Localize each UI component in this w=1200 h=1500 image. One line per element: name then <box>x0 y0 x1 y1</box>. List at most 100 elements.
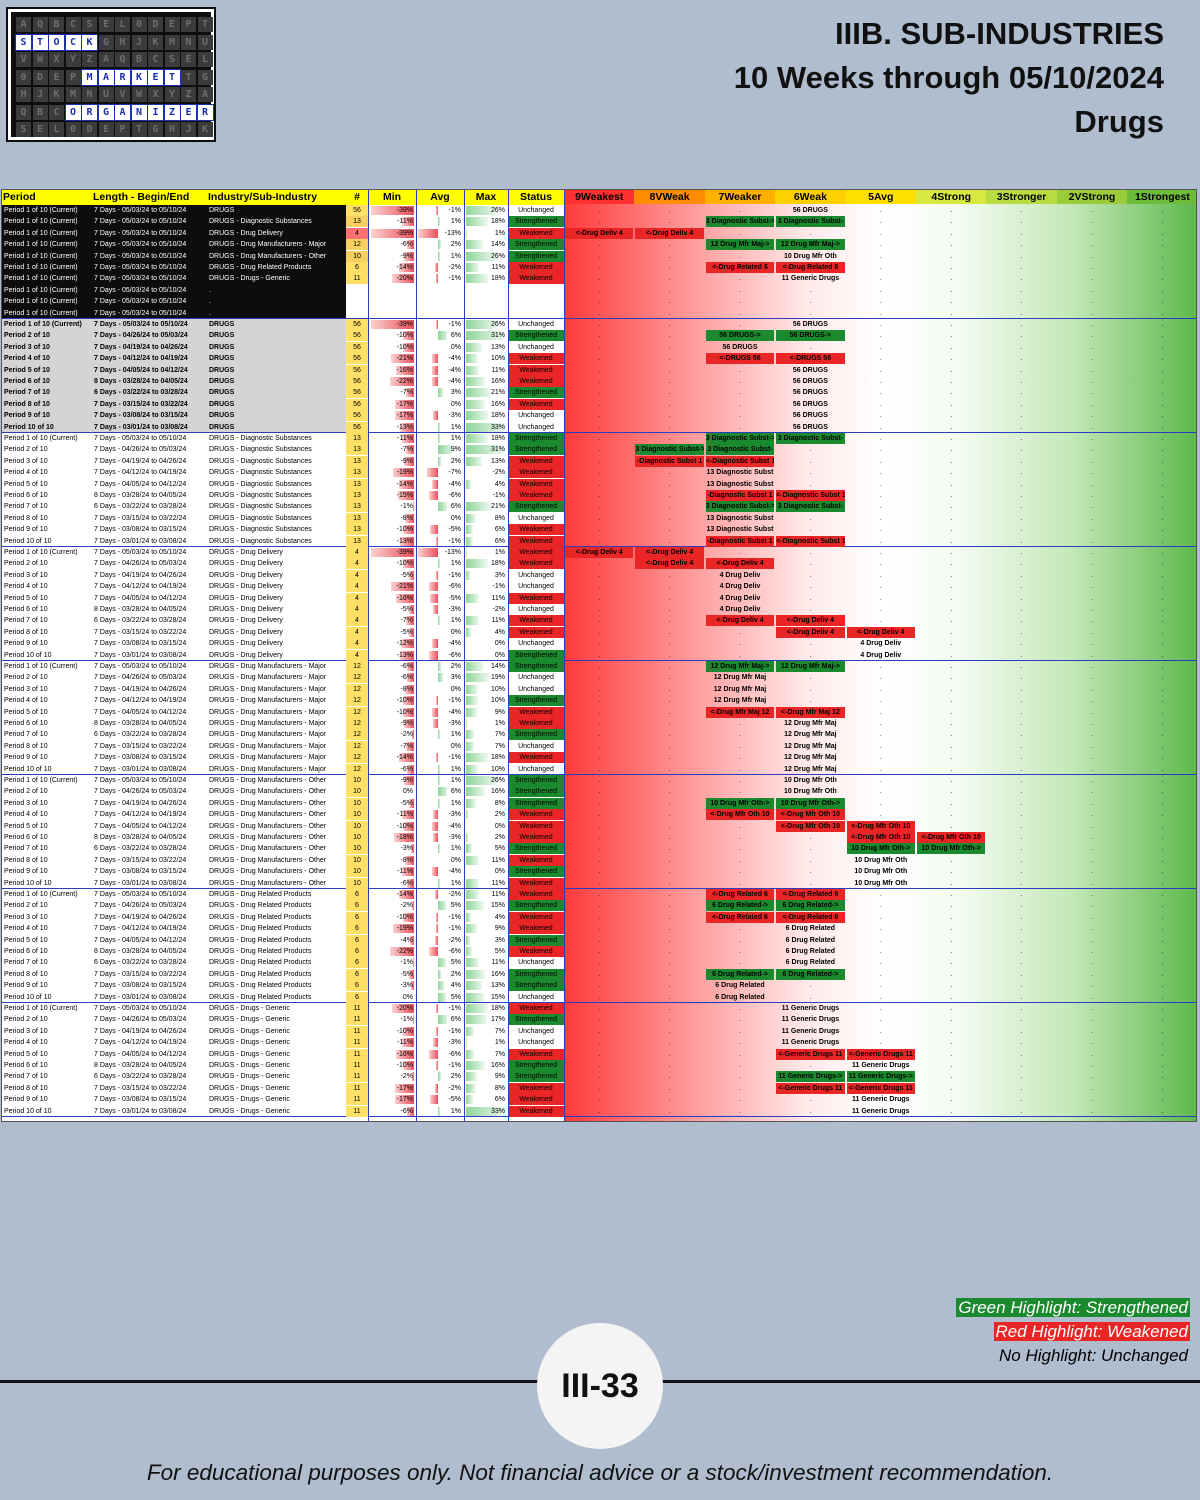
count-cell: 12 <box>346 706 368 718</box>
table-row: Period 10 of 10 7 Days - 03/01/24 to 03/0… <box>2 535 1196 547</box>
band-dot: . <box>950 389 953 397</box>
min-bar <box>407 764 414 774</box>
length-cell: 7 Days - 04/19/24 to 04/26/24 <box>94 1027 187 1035</box>
min-cell: -9% <box>400 252 413 260</box>
status-cell: Unchanged <box>518 583 554 591</box>
min-bar <box>403 331 414 341</box>
band-dot: . <box>598 503 601 511</box>
period-cell: Period 5 of 10 <box>4 936 48 944</box>
band-dot: . <box>1161 651 1164 659</box>
max-cell: 7% <box>494 742 505 750</box>
band-label: <-Drug Mfr Oth 10 <box>776 820 845 832</box>
max-cell: 31% <box>490 332 505 340</box>
max-cell: 9% <box>494 708 505 716</box>
band-dot: . <box>1020 993 1023 1001</box>
avg-bar <box>431 639 438 649</box>
band-dot: . <box>879 617 882 625</box>
history-block-bg <box>2 319 346 433</box>
status-cell: Weakened <box>508 273 564 285</box>
band-dot: . <box>1161 1050 1164 1058</box>
industry-cell: DRUGS - Diagnostic Substances <box>209 469 312 477</box>
avg-bar <box>436 570 438 580</box>
band-dot: . <box>598 936 601 944</box>
table-row: Period 10 of 10 7 Days - 03/01/24 to 03/0… <box>2 877 1196 889</box>
band-dot: . <box>668 1107 671 1115</box>
length-cell: 7 Days - 03/08/24 to 03/15/24 <box>94 754 187 762</box>
avg-bar <box>430 1095 438 1105</box>
table-row: Period 2 of 10 7 Days - 04/26/24 to 05/03… <box>2 558 1196 570</box>
band-dot: . <box>598 1073 601 1081</box>
band-dot: . <box>739 936 741 944</box>
band-dot: . <box>739 731 741 739</box>
max-bar <box>466 696 479 706</box>
min-bar <box>406 388 414 398</box>
legend: Green Highlight: Strengthened Red Highli… <box>956 1296 1190 1368</box>
count-cell: 10 <box>346 832 368 843</box>
column-header: 2VStrong <box>1056 190 1128 204</box>
status-cell: Weakened <box>508 923 564 935</box>
status-cell: Strengthened <box>508 1060 564 1071</box>
band-dot: . <box>1091 651 1093 659</box>
band-dot: . <box>950 1084 953 1092</box>
count-cell: 4 <box>346 615 368 627</box>
table-row: Period 9 of 10 7 Days - 03/08/24 to 03/15… <box>2 638 1196 650</box>
band-dot: . <box>950 754 953 762</box>
band-dot: . <box>739 378 741 385</box>
band-dot: . <box>598 537 601 545</box>
industry-cell: . <box>209 298 211 306</box>
min-bar <box>401 217 414 227</box>
band-dot: . <box>598 264 601 271</box>
industry-cell: DRUGS - Drug Related Products <box>209 959 312 967</box>
band-dot: . <box>1161 685 1164 693</box>
min-bar <box>411 730 414 740</box>
industry-cell: DRUGS - Drug Delivery <box>209 549 283 556</box>
max-bar <box>466 445 504 455</box>
avg-bar <box>431 377 438 386</box>
band-dot: . <box>879 241 882 249</box>
max-cell: 5% <box>494 948 505 955</box>
band-dot: . <box>879 514 882 522</box>
band-dot: . <box>1161 628 1164 636</box>
column-header: 5Avg <box>845 190 916 204</box>
logo-filler: L <box>49 122 64 137</box>
min-cell: -10% <box>396 913 413 921</box>
band-dot: . <box>668 799 671 807</box>
industry-cell: DRUGS - Drug Delivery <box>209 617 283 625</box>
band-label: <-Drug Mfr Oth 10 <box>776 809 845 821</box>
min-cell: -19% <box>396 469 413 477</box>
band-dot: . <box>1161 1027 1164 1035</box>
band-dot: . <box>1091 1062 1093 1069</box>
avg-cell <box>416 308 461 319</box>
band-dot: . <box>1091 400 1093 408</box>
industry-cell: DRUGS <box>209 400 235 408</box>
band-dot: . <box>1091 469 1093 477</box>
avg-bar <box>438 1072 442 1082</box>
header-yellow-bg <box>2 190 564 205</box>
max-cell: 18% <box>490 218 505 226</box>
band-dot: . <box>1161 982 1164 990</box>
length-cell: 7 Days - 04/05/24 to 04/12/24 <box>94 480 187 488</box>
period-cell: Period 1 of 10 (Current) <box>4 891 78 898</box>
min-bar <box>404 251 414 261</box>
band-dot: . <box>598 378 601 385</box>
length-cell: 7 Days - 03/15/24 to 03/22/24 <box>94 400 188 408</box>
status-cell: Strengthened <box>508 444 564 456</box>
avg-cell: 1% <box>450 731 461 739</box>
band-dot: . <box>950 925 953 933</box>
band-dot: . <box>879 663 882 670</box>
band-dot: . <box>950 583 953 591</box>
avg-cell: 2% <box>450 663 461 670</box>
band-label: <-Drug Mfr Oth 10 <box>917 832 986 843</box>
count-cell: 13 <box>346 455 368 467</box>
max-cell: 18% <box>490 412 505 420</box>
band-dot: . <box>809 856 812 864</box>
period-cell: Period 2 of 10 <box>4 332 50 340</box>
band-dot: . <box>668 309 671 317</box>
band-dot: . <box>668 948 671 955</box>
band-dot: . <box>739 207 741 214</box>
status-cell: Strengthened <box>508 900 564 912</box>
max-bar <box>466 1049 475 1059</box>
logo-filler: D <box>148 17 163 32</box>
band-label: 10 Drug Mfr Oth <box>854 856 908 864</box>
band-dot: . <box>1091 457 1093 465</box>
